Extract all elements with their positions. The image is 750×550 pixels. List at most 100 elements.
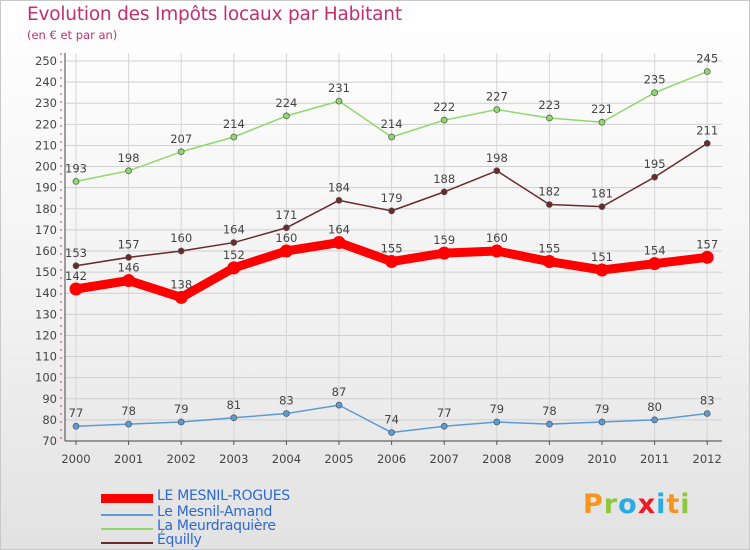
data-label: 157 — [118, 237, 140, 251]
data-label: 80 — [647, 400, 662, 414]
data-label: 211 — [696, 123, 718, 137]
data-label: 157 — [696, 237, 718, 251]
data-label: 231 — [328, 81, 350, 95]
y-tick-label: 80 — [42, 413, 57, 427]
data-point — [335, 97, 343, 105]
legend-swatch — [101, 528, 153, 530]
data-label: 160 — [486, 231, 508, 245]
legend-swatch — [101, 542, 153, 544]
x-tick-label: 2011 — [640, 452, 669, 466]
y-tick-label: 220 — [35, 117, 57, 131]
data-label: 160 — [170, 231, 192, 245]
chart-title: Evolution des Impôts locaux par Habitant — [27, 4, 402, 25]
data-point — [598, 418, 606, 426]
legend-swatch — [101, 514, 153, 516]
data-point — [72, 177, 80, 185]
y-tick-label: 190 — [35, 181, 57, 195]
data-point — [69, 282, 83, 296]
data-label: 182 — [538, 185, 560, 199]
data-point — [283, 410, 290, 417]
data-point — [651, 89, 658, 97]
x-tick-label: 2012 — [693, 452, 722, 466]
data-point — [595, 263, 609, 277]
data-label: 222 — [433, 100, 455, 114]
data-point — [335, 401, 343, 409]
logo-letter: P — [583, 489, 604, 520]
data-label: 214 — [381, 117, 403, 131]
data-label: 198 — [486, 151, 508, 165]
data-point — [388, 133, 395, 141]
y-tick-label: 240 — [35, 75, 57, 89]
data-point — [385, 255, 399, 269]
data-label: 152 — [223, 248, 245, 262]
x-tick-label: 2005 — [324, 452, 353, 466]
data-label: 78 — [121, 404, 136, 418]
logo-letter: t — [666, 489, 681, 520]
data-label: 224 — [275, 96, 297, 110]
x-tick-label: 2001 — [114, 452, 143, 466]
y-tick-label: 160 — [35, 244, 57, 258]
logo-letter: o — [618, 489, 638, 520]
y-tick-label: 150 — [35, 265, 57, 279]
data-point — [440, 188, 448, 196]
data-point — [177, 418, 185, 426]
data-label: 235 — [644, 73, 666, 87]
data-label: 146 — [118, 261, 140, 275]
chart-subtitle: (en € et par an) — [27, 28, 118, 42]
y-tick-label: 130 — [35, 307, 57, 321]
data-point — [388, 207, 395, 215]
data-label: 245 — [696, 52, 718, 66]
data-label: 154 — [644, 244, 666, 258]
data-label: 207 — [170, 132, 192, 146]
x-tick-label: 2000 — [61, 452, 90, 466]
data-point — [490, 244, 504, 258]
data-point — [542, 255, 556, 269]
data-label: 79 — [595, 402, 610, 416]
proxiti-logo: Proxiti — [583, 489, 691, 520]
data-point — [700, 250, 714, 264]
data-point — [493, 106, 501, 113]
data-point — [703, 139, 711, 147]
x-tick-label: 2007 — [430, 452, 459, 466]
data-label: 79 — [174, 402, 189, 416]
data-point — [335, 196, 343, 204]
data-point — [651, 416, 658, 424]
data-label: 179 — [381, 191, 403, 205]
data-label: 198 — [118, 151, 140, 165]
y-tick-label: 230 — [35, 96, 57, 110]
data-point — [440, 422, 448, 430]
data-point — [72, 422, 80, 430]
data-point — [279, 244, 293, 258]
data-label: 74 — [384, 413, 399, 427]
data-label: 195 — [644, 157, 666, 171]
legend-label: LE MESNIL-ROGUES — [157, 488, 290, 504]
y-tick-label: 170 — [35, 223, 57, 237]
legend-label: Le Mesnil-Amand — [157, 504, 273, 520]
data-label: 184 — [328, 180, 350, 194]
y-tick-label: 210 — [35, 138, 57, 152]
data-label: 171 — [275, 208, 297, 222]
logo-letter: i — [680, 489, 691, 520]
data-point — [230, 414, 238, 422]
data-point — [546, 420, 553, 428]
data-point — [546, 114, 553, 122]
data-label: 79 — [489, 402, 504, 416]
data-point — [122, 274, 136, 288]
x-tick-label: 2009 — [535, 452, 564, 466]
data-label: 83 — [279, 394, 294, 408]
y-tick-label: 180 — [35, 202, 57, 216]
data-label: 227 — [486, 90, 508, 104]
data-point — [440, 116, 448, 124]
data-label: 138 — [170, 277, 192, 291]
data-label: 78 — [542, 404, 557, 418]
logo-letter: i — [656, 489, 667, 520]
data-point — [230, 133, 238, 141]
data-point — [598, 118, 606, 126]
data-label: 153 — [65, 246, 87, 260]
data-point — [227, 261, 241, 275]
data-label: 155 — [381, 242, 403, 256]
data-label: 160 — [275, 231, 297, 245]
legend-label: Équilly — [157, 532, 202, 548]
y-tick-label: 70 — [42, 434, 57, 448]
data-point — [125, 167, 132, 175]
